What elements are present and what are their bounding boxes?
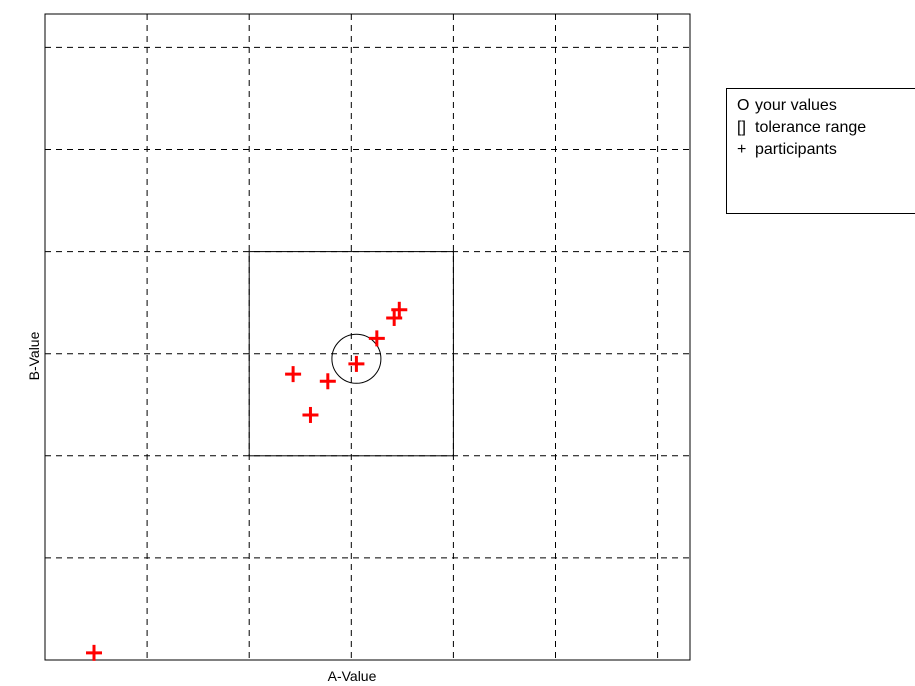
- legend-label: your values: [755, 97, 837, 114]
- participant-point: [348, 355, 365, 372]
- participant-point: [319, 373, 336, 390]
- y-axis-label: B-Value: [26, 331, 42, 381]
- your-values-circle: [331, 333, 382, 384]
- legend-label: tolerance range: [755, 119, 867, 136]
- plot-frame: [44, 13, 691, 661]
- legend-label: participants: [755, 141, 837, 158]
- participant-point: [285, 366, 302, 383]
- legend-item-tolerance-range: [] tolerance range: [737, 119, 866, 137]
- participant-point: [86, 644, 103, 661]
- legend-symbol: O: [737, 97, 750, 114]
- participant-points: [86, 301, 408, 661]
- tolerance-range-box: [248, 251, 454, 457]
- legend-symbol: []: [737, 119, 746, 136]
- participant-point: [386, 309, 403, 326]
- legend-item-participants: + participants: [737, 141, 837, 159]
- participant-point: [391, 301, 408, 318]
- participant-point: [302, 406, 319, 423]
- x-axis-label: A-Value: [327, 668, 377, 684]
- legend-symbol: +: [737, 141, 747, 158]
- participant-point: [368, 330, 385, 347]
